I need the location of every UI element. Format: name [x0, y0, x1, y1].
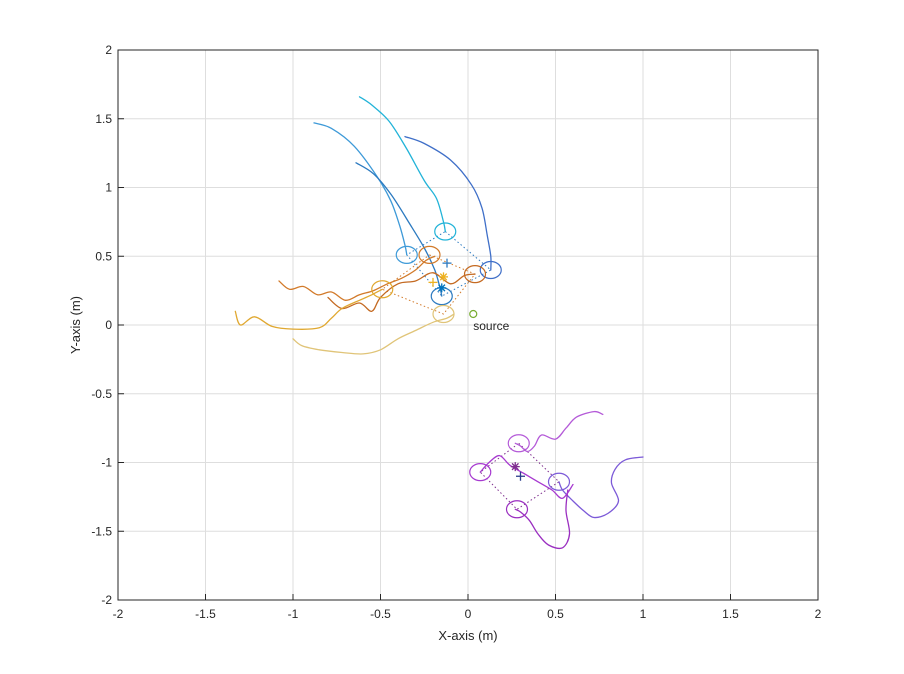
- marker-stroke: [439, 273, 448, 281]
- x-tick-label: -2: [113, 607, 124, 621]
- trajectories: [234, 96, 644, 550]
- x-tick-label: 0: [465, 607, 472, 621]
- trajectory-line: [404, 135, 492, 271]
- marker-stroke: [511, 462, 519, 471]
- robot-ellipse: [463, 265, 487, 284]
- plus-marker: [428, 277, 438, 287]
- robot-ellipse: [395, 245, 418, 264]
- y-tick-label: -2: [101, 593, 112, 607]
- robot-ellipses: [371, 222, 571, 519]
- y-tick-label: 0.5: [95, 249, 112, 263]
- plus-marker: [442, 258, 452, 268]
- x-tick-label: -1.5: [195, 607, 216, 621]
- trajectory-line: [313, 122, 408, 256]
- x-tick-label: -0.5: [370, 607, 391, 621]
- formation-links: [381, 231, 560, 510]
- asterisk-marker: [439, 272, 448, 282]
- y-tick-label: -0.5: [91, 387, 112, 401]
- trajectory-line: [514, 489, 571, 550]
- y-tick-label: 0: [105, 318, 112, 332]
- x-tick-label: -1: [288, 607, 299, 621]
- axis-ticks: -2 -1.5 -1 -0.5 0 0.5 1 1.5 2 -2 -1.5 -1 -0.5 0 0.5 1 1.…: [91, 43, 821, 621]
- robot-ellipse: [432, 304, 455, 324]
- x-tick-label: 1: [640, 607, 647, 621]
- y-tick-label: 1: [105, 181, 112, 195]
- trajectory-line: [278, 255, 436, 301]
- formation-link: [479, 442, 560, 510]
- y-tick-label: 1.5: [95, 112, 112, 126]
- y-tick-label: 2: [105, 43, 112, 57]
- x-tick-label: 1.5: [722, 607, 739, 621]
- source-marker-group: source: [469, 309, 510, 333]
- source-label: source: [473, 319, 509, 333]
- trajectory-line: [514, 410, 604, 453]
- trajectory-line: [358, 96, 446, 233]
- trajectory-line: [327, 272, 476, 312]
- robot-ellipse: [418, 245, 441, 264]
- x-tick-label: 0.5: [547, 607, 564, 621]
- grid: [118, 50, 818, 600]
- y-tick-label: -1: [101, 456, 112, 470]
- trajectory-line: [479, 454, 574, 499]
- robot-ellipse: [505, 500, 529, 519]
- x-tick-label: 2: [815, 607, 822, 621]
- asterisk-marker: [510, 462, 520, 472]
- asterisk-marker: [437, 283, 447, 293]
- robot-ellipse: [371, 280, 394, 299]
- trajectory-line: [558, 456, 644, 519]
- robot-ellipse: [479, 260, 502, 280]
- robot-ellipse: [547, 472, 571, 491]
- source-marker: [469, 309, 478, 319]
- robot-ellipse: [469, 463, 492, 482]
- plus-marker: [516, 471, 525, 481]
- robot-ellipse: [434, 222, 457, 241]
- y-tick-label: -1.5: [91, 524, 112, 538]
- marker-stroke: [438, 284, 446, 292]
- robot-ellipse: [507, 434, 530, 453]
- formation-link: [406, 231, 492, 297]
- trajectory-line: [234, 288, 383, 330]
- centroid-markers: [428, 258, 525, 481]
- x-axis-label: X-axis (m): [438, 628, 497, 643]
- y-axis-label: Y-axis (m): [68, 296, 83, 354]
- formation-link: [381, 254, 476, 315]
